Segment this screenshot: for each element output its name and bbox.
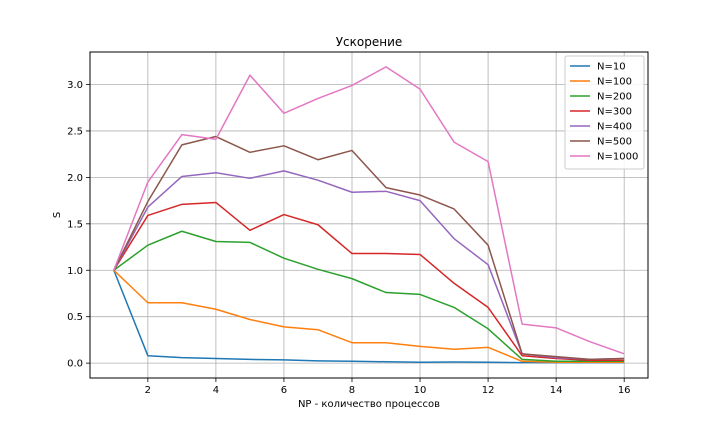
legend-label: N=10 xyxy=(597,62,626,73)
legend-label: N=200 xyxy=(597,92,632,103)
plot-area-frame xyxy=(89,51,649,379)
x-tick-label: 4 xyxy=(213,385,219,396)
x-tick-label: 12 xyxy=(482,385,495,396)
x-tick-label: 8 xyxy=(349,385,355,396)
axis-ticks: 2 4 6 8 10 12 14 16 0.0 0.5 1.0 1.5 2.0 2.5 3.0 xyxy=(67,80,630,396)
legend-label: N=1000 xyxy=(597,152,638,163)
series-line-n-200 xyxy=(113,230,625,363)
series-line-n-10 xyxy=(113,269,625,364)
x-tick-label: 10 xyxy=(414,385,427,396)
series-line-n-300 xyxy=(113,201,625,362)
y-tick-label: 1.0 xyxy=(67,266,83,277)
grid-lines xyxy=(90,52,648,378)
x-tick-label: 16 xyxy=(618,385,631,396)
chart-title: Ускорение xyxy=(336,35,403,49)
series-line-n-500 xyxy=(113,135,625,361)
y-tick-label: 1.5 xyxy=(67,219,83,230)
y-tick-label: 2.0 xyxy=(67,173,83,184)
legend-label: N=100 xyxy=(597,77,632,88)
x-tick-label: 6 xyxy=(281,385,287,396)
legend-label: N=500 xyxy=(597,137,632,148)
x-tick-label: 2 xyxy=(145,385,151,396)
series-layer xyxy=(113,66,625,364)
y-tick-label: 2.5 xyxy=(67,126,83,137)
series-line-n-400 xyxy=(113,170,625,361)
legend: N=10 N=100 N=200 N=300 N=400 N=500 N=1000 xyxy=(564,55,645,170)
x-tick-label: 14 xyxy=(550,385,563,396)
legend-label: N=400 xyxy=(597,122,632,133)
y-axis-label: S xyxy=(52,212,63,218)
y-tick-label: 0.0 xyxy=(67,359,83,370)
series-line-n-1000 xyxy=(113,66,625,355)
x-axis-label: NP - количество процессов xyxy=(298,399,440,410)
y-tick-label: 0.5 xyxy=(67,312,83,323)
legend-label: N=300 xyxy=(597,107,632,118)
y-tick-label: 3.0 xyxy=(67,80,83,91)
series-line-n-100 xyxy=(113,269,625,363)
